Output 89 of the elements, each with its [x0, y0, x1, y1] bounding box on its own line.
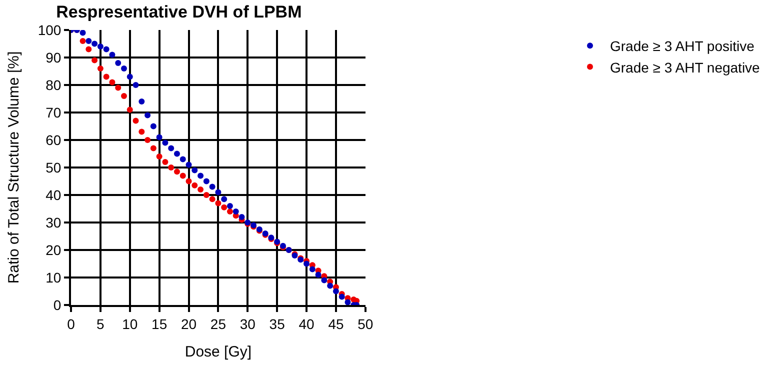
- point: [126, 74, 133, 80]
- point: [126, 106, 133, 113]
- y-tick-label: 50: [46, 159, 62, 176]
- point: [321, 277, 328, 284]
- point: [97, 44, 104, 50]
- chart-title: Respresentative DVH of LPBM: [56, 2, 302, 22]
- point: [92, 57, 98, 64]
- point: [221, 204, 228, 210]
- point: [315, 272, 322, 278]
- point: [109, 79, 116, 86]
- point: [309, 266, 316, 272]
- point: [209, 196, 216, 202]
- point: [168, 164, 174, 170]
- x-tick-label: 0: [67, 316, 76, 332]
- x-tick-label: 5: [96, 316, 105, 332]
- point: [132, 118, 139, 124]
- point: [150, 123, 156, 130]
- y-tick-label: 60: [46, 132, 62, 148]
- point: [97, 66, 104, 72]
- y-tick-label: 90: [46, 49, 62, 66]
- x-tick-label: 10: [122, 316, 138, 332]
- point: [203, 178, 210, 184]
- point: [174, 168, 180, 175]
- point: [120, 66, 127, 72]
- point: [86, 46, 92, 52]
- point: [168, 145, 174, 152]
- point: [186, 162, 192, 168]
- point: [156, 154, 162, 160]
- point: [232, 208, 239, 214]
- point: [327, 282, 334, 289]
- legend-label: Grade ≥ 3 AHT positive: [610, 38, 755, 54]
- point: [215, 200, 222, 206]
- point: [120, 93, 127, 99]
- point: [109, 52, 116, 58]
- point: [338, 294, 345, 300]
- point: [304, 260, 310, 267]
- point: [203, 192, 210, 198]
- point: [180, 156, 186, 162]
- point: [80, 38, 86, 44]
- point: [115, 60, 122, 66]
- x-tick-label: 15: [152, 316, 168, 332]
- point: [103, 46, 110, 52]
- point: [103, 74, 110, 80]
- x-tick-label: 35: [269, 316, 286, 332]
- point: [156, 134, 162, 140]
- point: [344, 299, 351, 305]
- point: [226, 208, 233, 214]
- point: [198, 186, 204, 192]
- x-axis-title: Dose [Gy]: [184, 343, 252, 360]
- point: [238, 214, 245, 220]
- point: [132, 82, 139, 88]
- point: [115, 84, 122, 91]
- point: [138, 98, 145, 104]
- point: [180, 172, 186, 179]
- x-tick-label: 20: [180, 316, 197, 332]
- legend-label: Grade ≥ 3 AHT negative: [610, 59, 760, 76]
- point: [192, 182, 198, 188]
- y-tick-label: 40: [46, 186, 62, 203]
- point: [174, 150, 180, 157]
- y-tick-label: 80: [46, 76, 62, 93]
- point: [192, 167, 198, 174]
- y-tick-label: 70: [46, 104, 62, 120]
- point: [138, 128, 145, 135]
- x-tick-label: 50: [358, 316, 374, 332]
- point: [144, 112, 151, 118]
- point: [150, 145, 156, 152]
- point: [144, 137, 151, 143]
- y-tick-label: 30: [46, 214, 62, 230]
- y-tick-label: 10: [46, 269, 62, 286]
- point: [215, 189, 222, 196]
- y-tick-label: 100: [38, 22, 62, 38]
- point: [332, 288, 339, 294]
- y-tick-label: 20: [46, 242, 62, 258]
- y-axis-title: Ratio of Total Structure Volume [%]: [6, 51, 23, 284]
- x-tick-label: 25: [210, 316, 226, 332]
- point: [221, 196, 228, 202]
- x-tick-label: 30: [240, 316, 256, 332]
- point: [80, 30, 86, 36]
- point: [198, 172, 204, 179]
- point: [86, 38, 92, 44]
- x-tick-label: 40: [298, 316, 315, 332]
- y-tick-label: 0: [53, 296, 62, 313]
- point: [209, 184, 216, 190]
- x-tick-label: 45: [328, 316, 344, 332]
- point: [92, 40, 98, 47]
- point: [162, 159, 168, 165]
- point: [162, 140, 168, 146]
- point: [186, 178, 192, 184]
- point: [226, 203, 233, 209]
